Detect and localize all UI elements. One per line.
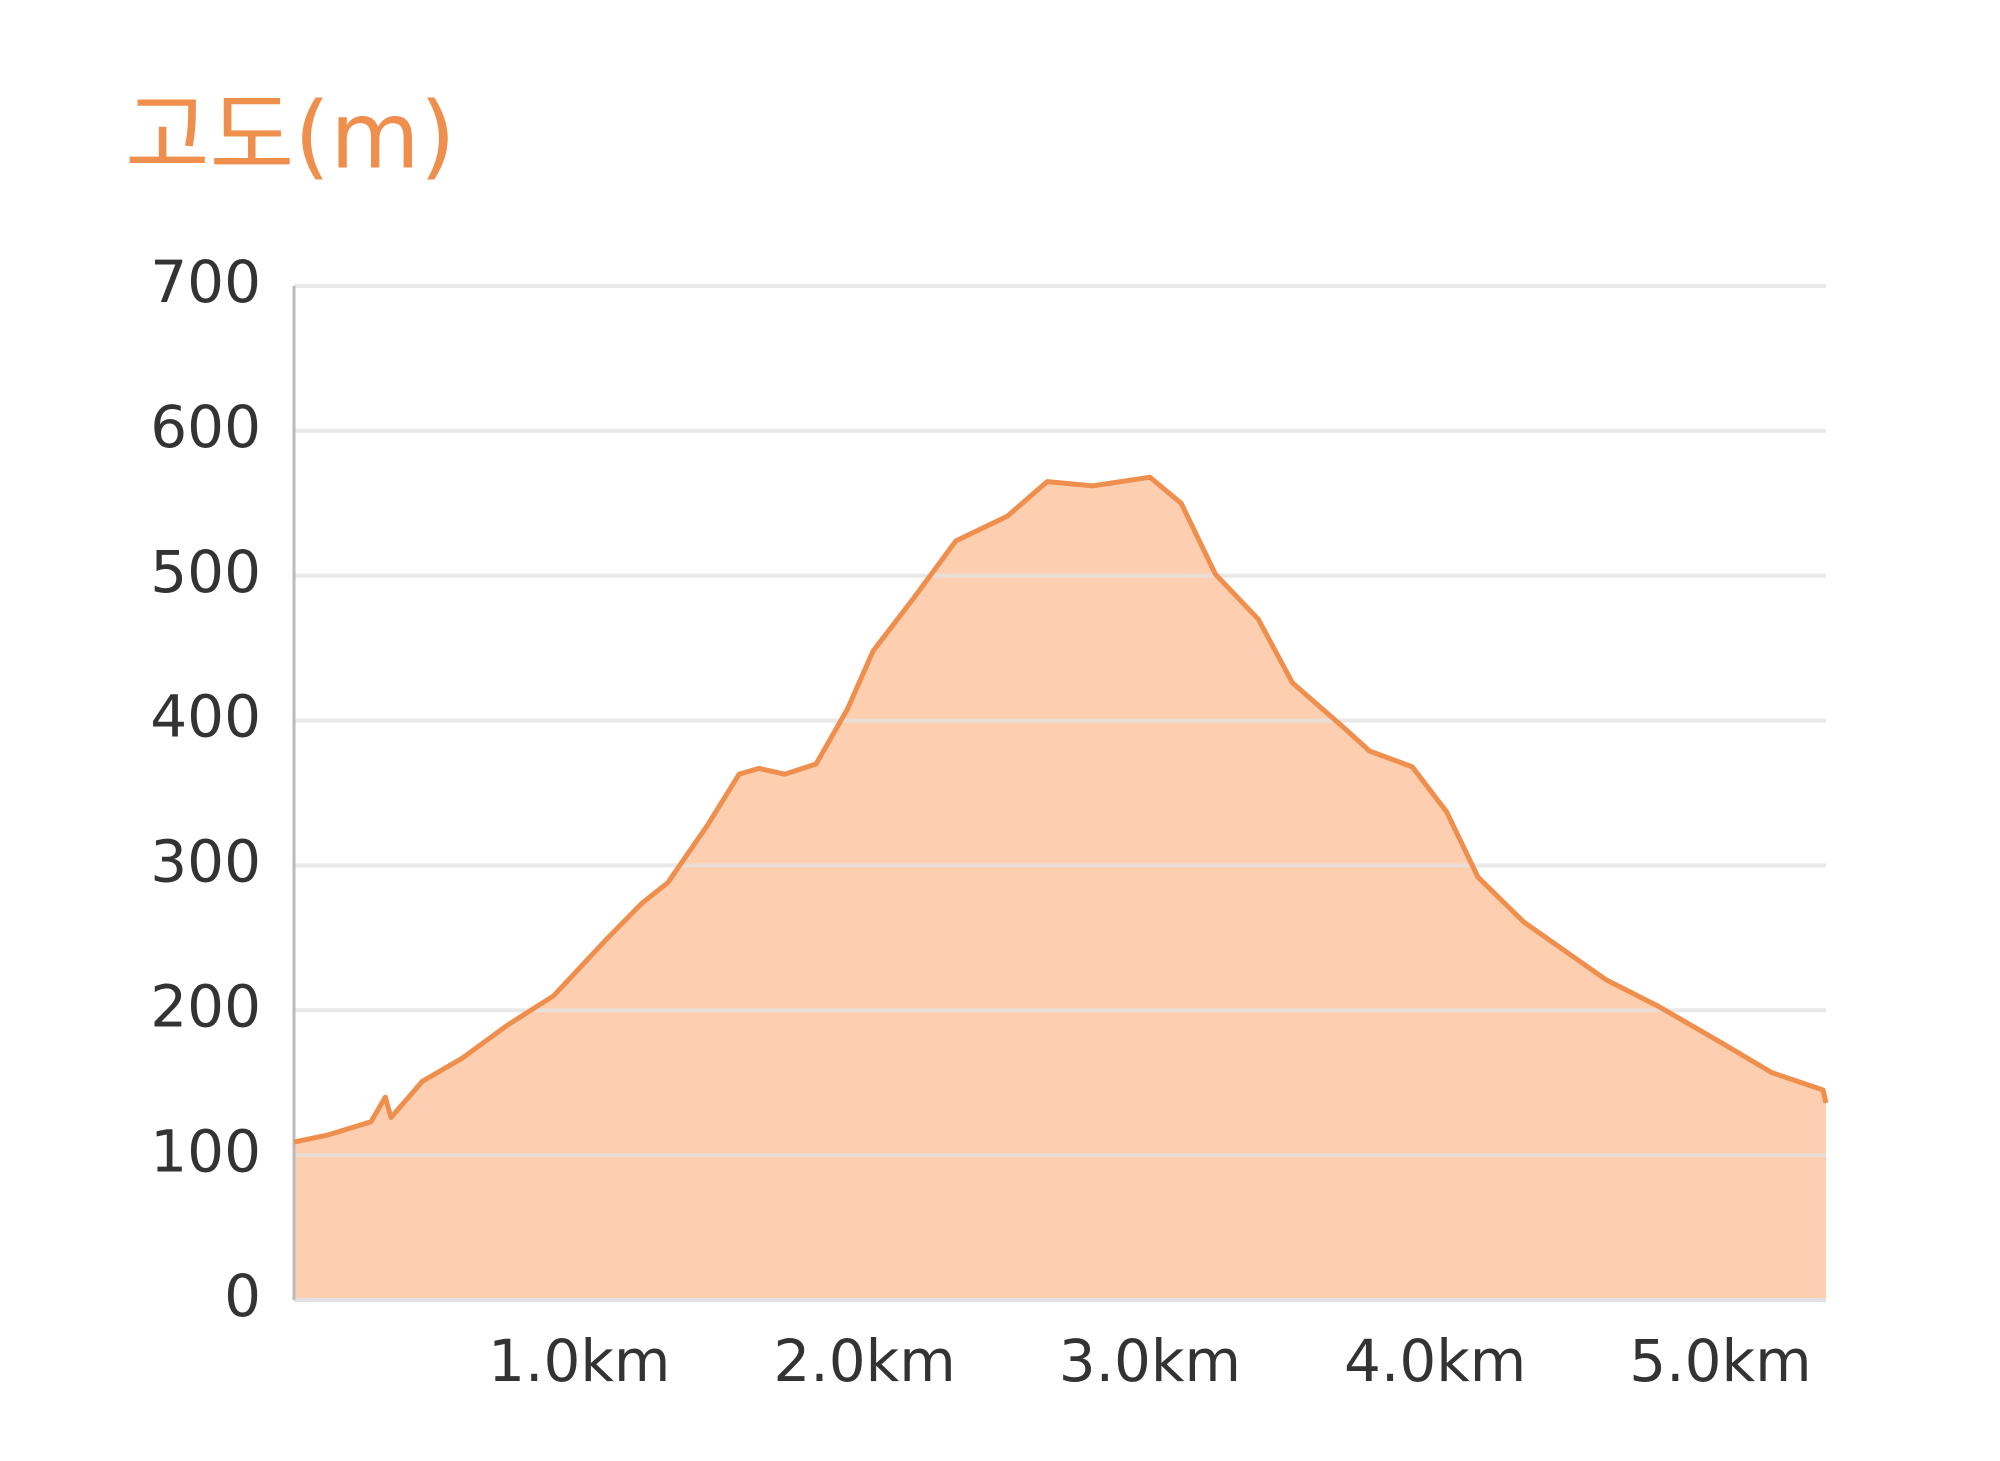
area	[294, 477, 1826, 1300]
y-tick-label: 600	[150, 393, 261, 461]
x-tick-label: 4.0km	[1344, 1327, 1526, 1395]
chart-title: 고도(m)	[125, 82, 456, 189]
y-tick-label: 700	[150, 248, 261, 316]
x-tick-label: 3.0km	[1059, 1327, 1241, 1395]
y-tick-label: 200	[150, 972, 261, 1040]
y-tick-label: 400	[150, 683, 261, 751]
x-tick-label: 5.0km	[1629, 1327, 1811, 1395]
y-tick-label: 100	[150, 1117, 261, 1185]
y-tick-label: 0	[224, 1262, 261, 1330]
x-tick-label: 2.0km	[773, 1327, 955, 1395]
x-tick-label: 1.0km	[488, 1327, 670, 1395]
y-tick-label: 300	[150, 828, 261, 896]
y-tick-label: 500	[150, 538, 261, 606]
line	[293, 474, 1829, 1145]
